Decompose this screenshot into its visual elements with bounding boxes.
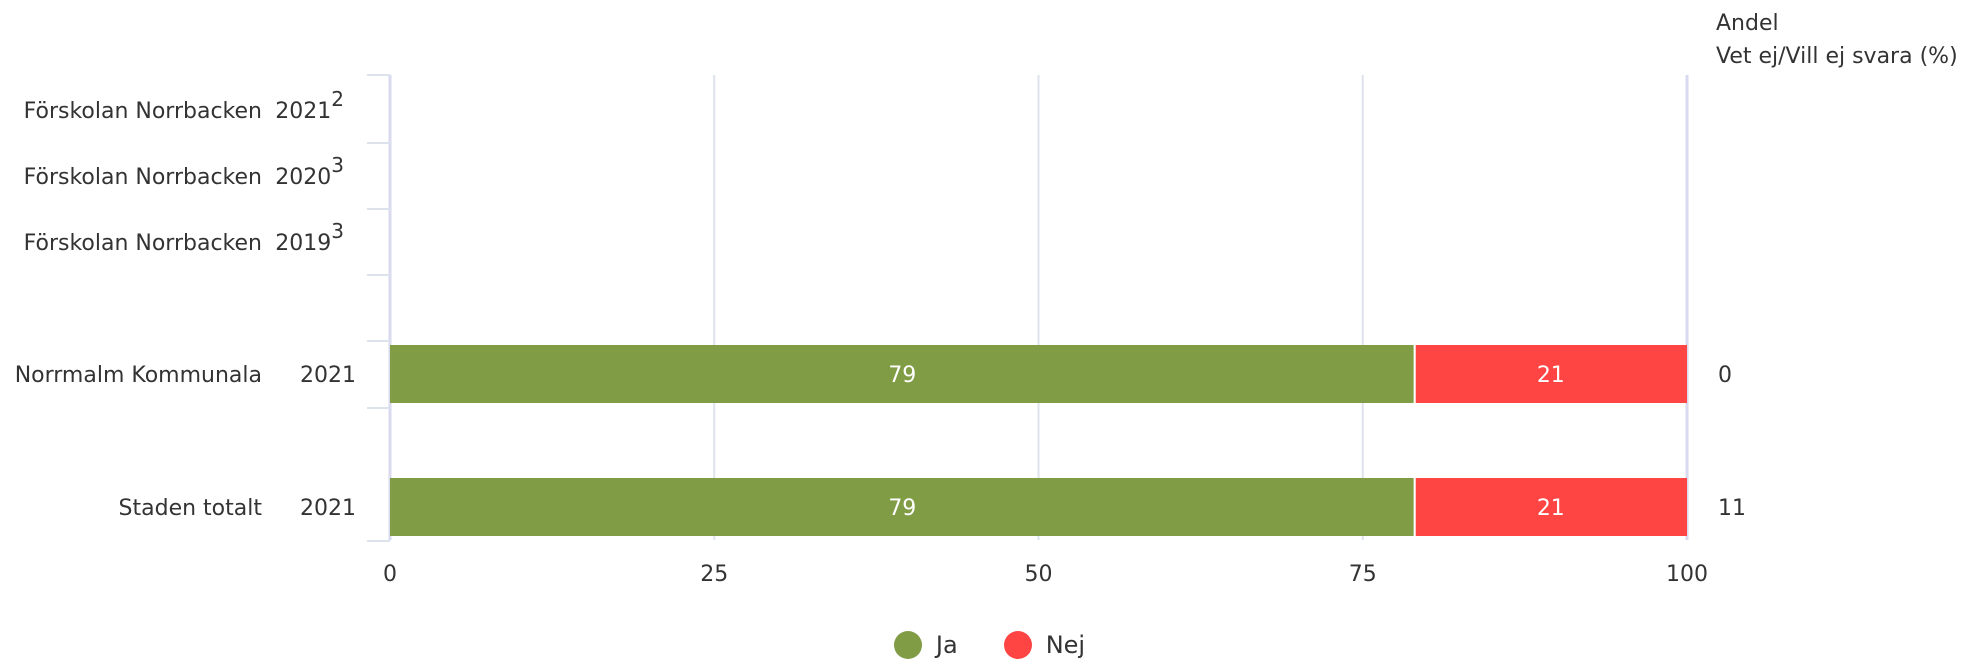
bar-label-nej: 21	[1537, 496, 1565, 521]
legend-item-ja[interactable]: Ja	[893, 631, 958, 659]
stacked-bar-chart: Andel Vet ej/Vill ej svara (%) 0 25 50 75 10…	[15, 11, 1958, 587]
bar-label-ja: 79	[888, 363, 916, 388]
bar-label-ja: 79	[888, 496, 916, 521]
vet-ej-value: 0	[1718, 363, 1732, 388]
row-footnote-mark: 3	[331, 219, 344, 243]
bar-nej	[1415, 478, 1687, 536]
x-tick-label: 50	[1025, 562, 1053, 587]
right-header-line-1: Andel	[1716, 11, 1779, 36]
x-tick-label: 75	[1349, 562, 1377, 587]
bar-label-nej: 21	[1537, 363, 1565, 388]
row-footnote-mark: 2	[331, 87, 344, 111]
row-year: 2021	[300, 496, 356, 521]
row-label: Förskolan Norrbacken	[24, 165, 262, 190]
legend-item-nej[interactable]: Nej	[1003, 631, 1086, 659]
right-header-line-2: Vet ej/Vill ej svara (%)	[1716, 44, 1958, 69]
chart-legend: Ja Nej	[0, 630, 1979, 660]
row-year: 20212	[275, 87, 344, 124]
row-year: 2021	[300, 363, 356, 388]
row-footnote-mark: 3	[331, 153, 344, 177]
legend-swatch-nej	[1003, 631, 1032, 659]
bar-nej	[1415, 345, 1687, 403]
legend-label-ja: Ja	[935, 631, 958, 659]
row-year: 20193	[275, 219, 344, 256]
legend-swatch-ja	[893, 631, 922, 659]
row-label: Förskolan Norrbacken	[24, 231, 262, 256]
row-label: Förskolan Norrbacken	[24, 99, 262, 124]
legend-label-nej: Nej	[1045, 631, 1086, 659]
bar-ja	[390, 345, 1415, 403]
x-tick-label: 25	[700, 562, 728, 587]
row-year: 20203	[275, 153, 344, 190]
row-label: Staden totalt	[119, 496, 263, 521]
x-tick-label: 0	[383, 562, 397, 587]
vet-ej-value: 11	[1718, 496, 1746, 521]
x-tick-label: 100	[1666, 562, 1708, 587]
row-label: Norrmalm Kommunala	[15, 363, 262, 388]
bar-ja	[390, 478, 1415, 536]
